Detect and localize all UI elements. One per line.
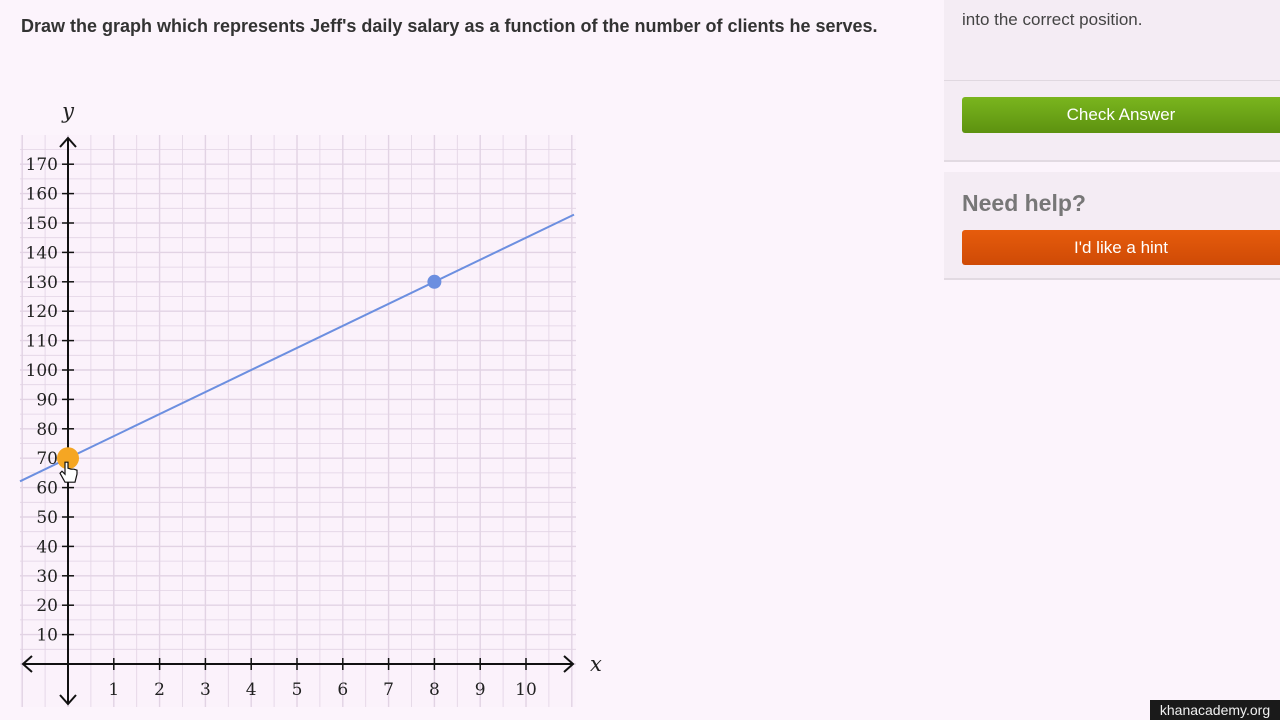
y-tick-label: 160	[26, 185, 58, 205]
x-tick-label: 10	[515, 680, 537, 700]
help-heading: Need help?	[962, 190, 1086, 216]
x-tick-label: 7	[383, 680, 394, 700]
coordinate-graph[interactable]: 1 2 3 4 5 6 7 8 9 10 10 20 30 40 50 60 70 80 90 100 110 120 13…	[0, 90, 620, 710]
x-tick-label: 3	[200, 680, 211, 700]
intercept-point[interactable]	[57, 447, 79, 470]
y-tick-label: 50	[36, 508, 58, 528]
y-tick-label: 140	[26, 243, 58, 263]
question-text: Draw the graph which represents Jeff's d…	[21, 16, 878, 36]
x-tick-label: 4	[246, 680, 257, 700]
x-axis-arrow-right	[563, 655, 575, 673]
x-tick-label: 9	[475, 680, 486, 700]
slope-point[interactable]	[427, 274, 442, 289]
y-tick-label: 30	[36, 567, 58, 587]
tick-labels: 1 2 3 4 5 6 7 8 9 10 10 20 30 40 50 60 70 80 90 100 110 120 13…	[26, 99, 602, 700]
x-tick-label: 5	[292, 680, 303, 700]
y-tick-label: 130	[26, 273, 58, 293]
y-axis-arrow-down	[59, 694, 77, 706]
watermark: khanacademy.org	[1150, 700, 1280, 720]
check-answer-button[interactable]: Check Answer	[962, 97, 1280, 133]
x-tick-label: 1	[108, 680, 119, 700]
hand-cursor-shape	[59, 461, 78, 483]
y-axis-label: y	[61, 99, 75, 123]
answer-panel: into the correct position. Check Answer	[944, 0, 1280, 162]
y-tick-label: 90	[36, 390, 58, 410]
panel-divider	[944, 80, 1280, 81]
x-tick-label: 6	[337, 680, 348, 700]
y-tick-label: 10	[36, 626, 58, 646]
grid-background	[20, 135, 576, 707]
y-tick-label: 70	[36, 449, 58, 469]
y-tick-label: 80	[36, 420, 58, 440]
hand-cursor-icon	[59, 461, 78, 483]
y-tick-label: 60	[36, 479, 58, 499]
help-panel: Need help? I'd like a hint	[944, 172, 1280, 280]
function-line	[19, 213, 575, 483]
instruction-text: into the correct position.	[962, 10, 1143, 29]
y-tick-label: 150	[26, 214, 58, 234]
x-tick-label: 2	[154, 680, 165, 700]
grid	[20, 135, 576, 707]
draggable-points[interactable]	[57, 274, 442, 470]
y-tick-label: 20	[36, 596, 58, 616]
function-line-layer	[19, 213, 575, 483]
x-axis-arrow-left	[21, 655, 33, 673]
y-tick-label: 110	[26, 332, 58, 352]
x-axis-label: x	[590, 652, 602, 676]
y-tick-label: 100	[26, 361, 58, 381]
y-tick-label: 170	[26, 155, 58, 175]
y-tick-label: 120	[26, 302, 58, 322]
y-tick-label: 40	[36, 537, 58, 557]
y-axis-arrow-up	[59, 136, 77, 148]
x-tick-label: 8	[429, 680, 440, 700]
hint-button[interactable]: I'd like a hint	[962, 230, 1280, 265]
